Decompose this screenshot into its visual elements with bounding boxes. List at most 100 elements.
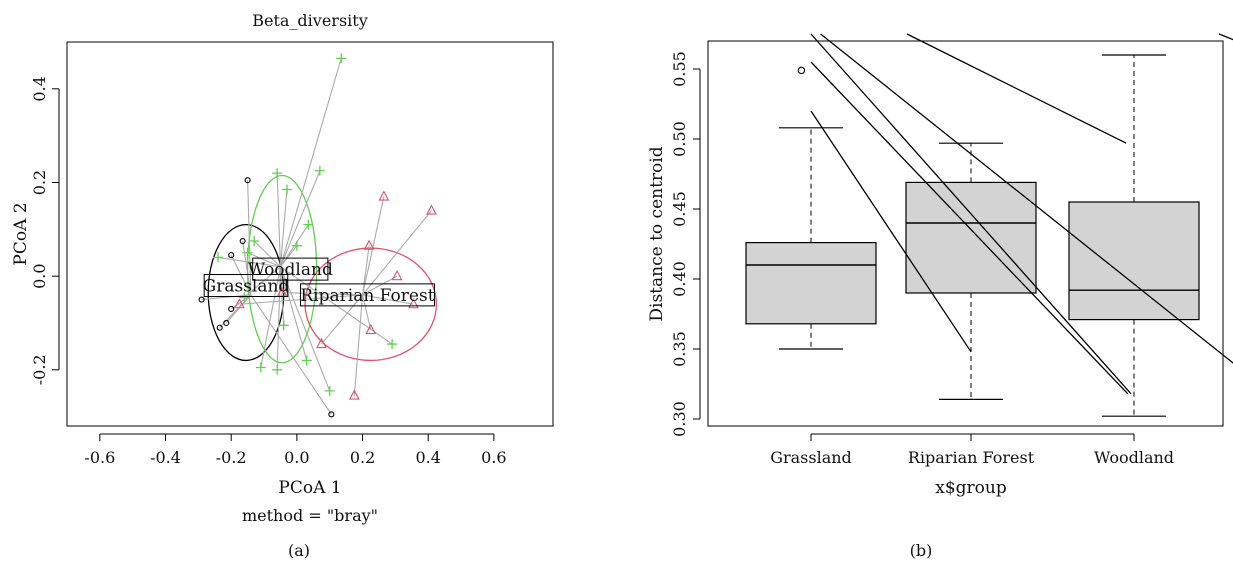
woodland-box <box>1068 201 1200 321</box>
woodland-point <box>301 355 312 366</box>
y-tick-label: 0.55 <box>670 51 689 87</box>
grassland-outlier <box>797 66 806 75</box>
grassland-label-box <box>203 274 289 298</box>
riparian-forest-point <box>233 298 245 309</box>
woodland-point <box>272 168 283 179</box>
x-tick-label: 0.6 <box>481 448 506 467</box>
panel-a-title: Beta_diversity <box>252 11 368 30</box>
grassland-point <box>328 411 335 418</box>
y-tick-label: 0.2 <box>30 170 49 195</box>
grassland-point <box>223 319 230 327</box>
woodland-point <box>336 53 347 64</box>
woodland-spider-line <box>279 266 331 392</box>
woodland-point <box>272 364 283 375</box>
woodland-point <box>278 320 289 331</box>
panel-a-label: (a) <box>288 541 310 560</box>
y-tick-label: 0.35 <box>670 331 689 367</box>
riparian-forest-point <box>391 269 403 281</box>
riparian-forest-spider-line <box>239 294 363 305</box>
woodland-spider-line <box>217 256 281 268</box>
overlay-line <box>810 61 1129 395</box>
grassland-point <box>198 296 205 303</box>
x-tick-label: 0.4 <box>415 448 440 467</box>
woodland-point <box>314 165 325 176</box>
overlay-line <box>810 33 1132 395</box>
panel-a-x-axis-label: PCoA 1 <box>278 478 341 498</box>
grassland-label: Grassland <box>203 277 290 297</box>
riparian-forest-point <box>378 190 390 201</box>
panel-a-axes: -0.6 -0.4 -0.2 0.0 0.2 0.4 0.6 -0.2 0.0 0.2 0.4 <box>30 76 507 467</box>
riparian-forest-point <box>316 337 327 349</box>
grassland-point <box>239 237 246 245</box>
woodland-point <box>282 184 293 195</box>
woodland-point <box>291 240 302 251</box>
grassland-spider-line <box>250 294 332 415</box>
woodland-spider-line <box>280 245 298 268</box>
woodland-point <box>242 247 253 258</box>
x-tick-label: -0.6 <box>84 448 115 467</box>
grassland-box <box>745 242 877 325</box>
riparian-forest-spider-line <box>362 275 398 296</box>
riparian-forest-point <box>408 298 419 309</box>
riparian-forest-label: Riparian Forest <box>300 286 434 306</box>
y-tick-label: 0.0 <box>30 263 49 288</box>
panel-b-boxes <box>745 54 1200 417</box>
grassland-point <box>244 177 251 184</box>
riparian-forest-point <box>363 239 375 250</box>
overlay-line <box>810 110 972 353</box>
riparian-forest-spider-line <box>321 294 363 345</box>
grassland-point <box>228 305 235 312</box>
riparian-forest-label-box <box>299 283 435 307</box>
woodland-spider-line <box>279 266 308 361</box>
y-tick-label: 0.30 <box>670 401 689 437</box>
woodland-label-box <box>252 257 329 281</box>
woodland-point <box>249 236 260 247</box>
panel-a-subtitle: method = "bray" <box>242 506 378 525</box>
woodland-spider-line <box>260 266 281 368</box>
x-tick-label: Riparian Forest <box>908 448 1035 467</box>
panel-b-x-axis-label: x$group <box>935 478 1007 498</box>
grassland-spider-line <box>242 240 252 295</box>
woodland-spider-line <box>253 240 281 268</box>
woodland-point <box>324 385 335 396</box>
riparian-forest-spider-line <box>362 294 414 305</box>
woodland-label: Woodland <box>248 260 333 280</box>
riparian-forest-spider-line <box>282 291 363 296</box>
riparian-forest-spider-line <box>362 210 432 296</box>
riparian-forest-point <box>365 323 377 335</box>
panel-a-y-axis-label: PCoA 2 <box>11 202 31 265</box>
woodland-spider-line <box>279 170 321 267</box>
woodland-point <box>387 339 398 350</box>
riparian-forest-ellipse <box>304 247 438 362</box>
woodland-ellipse <box>246 174 318 364</box>
woodland-spider-line <box>276 173 281 267</box>
x-tick-label: -0.4 <box>150 448 181 467</box>
y-tick-label: 0.40 <box>670 261 689 297</box>
riparian-forest-point <box>348 389 360 400</box>
y-tick-label: 0.45 <box>670 191 689 227</box>
panel-a-pcoa-plot: Beta_diversity -0.6 -0.4 -0.2 0.0 0.2 0.4 0.6-… <box>11 11 554 560</box>
y-tick-label: 0.50 <box>670 121 689 157</box>
panel-a-points <box>198 53 437 418</box>
woodland-point <box>213 252 224 263</box>
riparian-forest-point <box>426 204 437 215</box>
grassland-spider-line <box>219 294 252 329</box>
panel-b-overlay-lines <box>810 33 1233 395</box>
grassland-spider-line <box>201 294 251 301</box>
overlay-line <box>820 33 1233 364</box>
grassland-point <box>228 252 235 259</box>
woodland-spider-line <box>247 252 281 268</box>
woodland-point <box>303 219 314 230</box>
x-tick-label: Woodland <box>1094 448 1174 467</box>
riparian-forest-spider-line <box>362 196 385 295</box>
grassland-spider-line <box>247 180 252 295</box>
panel-b-y-axis-label: Distance to centroid <box>647 146 667 321</box>
y-tick-label: 0.4 <box>30 76 49 101</box>
riparian-forest-spider-line <box>362 294 372 331</box>
x-tick-label: 0.2 <box>350 448 375 467</box>
panel-a-plot-frame <box>66 41 554 427</box>
x-tick-label: Grassland <box>770 448 852 467</box>
woodland-spider-line <box>279 189 288 267</box>
